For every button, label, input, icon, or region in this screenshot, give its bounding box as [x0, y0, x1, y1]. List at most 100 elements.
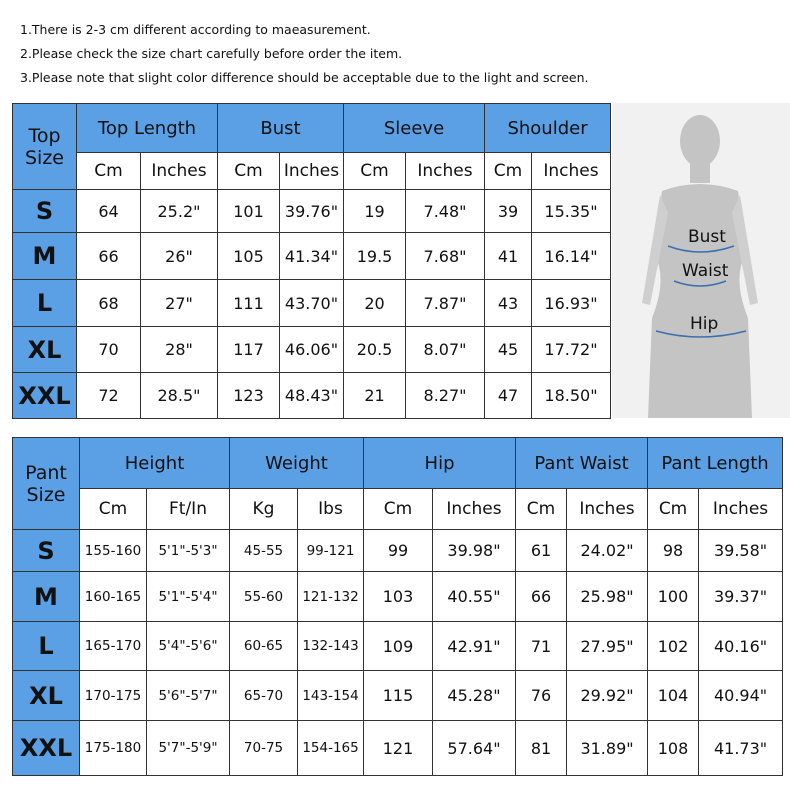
table-cell: 7.68" [405, 232, 486, 280]
group-hip: Hip [363, 437, 517, 489]
table-cell: 57.64" [432, 720, 517, 776]
table-cell: 108 [647, 720, 700, 776]
table-cell: 160-165 [79, 571, 147, 622]
table-cell: 154-165 [297, 720, 365, 776]
table-cell: 21 [343, 372, 407, 419]
subheader: Inches [278, 152, 345, 190]
table-cell: 170-175 [79, 670, 147, 721]
group-height: Height [78, 437, 231, 489]
table-cell: 45-55 [229, 529, 299, 572]
table-cell: 5'4"-5'6" [145, 621, 231, 671]
group-weight: Weight [229, 437, 365, 489]
table-cell: 39.76" [278, 189, 345, 233]
table-cell: 17.72" [531, 326, 612, 373]
table-cell: 143-154 [297, 670, 365, 721]
table-cell: 8.07" [405, 326, 486, 373]
table-cell: 39.37" [698, 571, 784, 622]
subheader: Cm [343, 152, 407, 190]
table-cell: 70-75 [229, 720, 299, 776]
table-cell: 39.98" [432, 529, 517, 572]
table-cell: 20 [343, 279, 407, 327]
table-row: L 165-170 5'4"-5'6" 60-65 132-143 109 42.91" 71… [12, 621, 784, 671]
subheader: Inches [531, 152, 612, 190]
subheader: Inches [140, 152, 218, 190]
table-cell: 61 [515, 529, 568, 572]
table-row: XL 170-175 5'6"-5'7" 65-70 143-154 115 45.28" 7… [12, 670, 784, 721]
group-bust: Bust [216, 103, 345, 153]
table-cell: 115 [363, 670, 434, 721]
table-cell: 19.5 [343, 232, 407, 280]
pant-size-table: Pant Size Height Weight Hip Pant Waist Pa… [12, 437, 784, 776]
subheader: Cm [79, 488, 147, 530]
group-shoulder: Shoulder [484, 103, 612, 153]
table-cell: 98 [647, 529, 700, 572]
note-1: 1.There is 2-3 cm different according to… [20, 22, 371, 37]
table-cell: 41.73" [698, 720, 784, 776]
table-cell: 28" [140, 326, 218, 373]
table-cell: 8.27" [405, 372, 486, 419]
table-row: L 68 27" 111 43.70" 20 7.87" 43 16.93" [12, 279, 612, 327]
subheader: Cm [76, 152, 141, 190]
table-row: XL 70 28" 117 46.06" 20.5 8.07" 45 17.72" [12, 326, 612, 373]
subheader: Cm [515, 488, 568, 530]
table-row: M 66 26" 105 41.34" 19.5 7.68" 41 16.14" [12, 232, 612, 280]
table-cell: 5'1"-5'3" [145, 529, 231, 572]
group-pant-length: Pant Length [647, 437, 784, 489]
table-cell: 26" [140, 232, 218, 280]
table-cell: 76 [515, 670, 568, 721]
table-cell: 25.2" [140, 189, 218, 233]
table-cell: 31.89" [566, 720, 649, 776]
note-2: 2.Please check the size chart carefully … [20, 46, 403, 61]
table-cell: 47 [484, 372, 533, 419]
table-cell: 25.98" [566, 571, 649, 622]
size-label: L [12, 279, 77, 327]
table-cell: 20.5 [343, 326, 407, 373]
table-cell: 40.94" [698, 670, 784, 721]
label-hip: Hip [690, 314, 719, 334]
table-row: S 64 25.2" 101 39.76" 19 7.48" 39 15.35" [12, 189, 612, 233]
table-row: S 155-160 5'1"-5'3" 45-55 99-121 99 39.98" 61 24… [12, 529, 784, 572]
subheader: Kg [229, 488, 299, 530]
table-cell: 121-132 [297, 571, 365, 622]
subheader: Cm [217, 152, 280, 190]
subheader: Inches [405, 152, 486, 190]
subheader: Ibs [297, 488, 365, 530]
table-cell: 102 [647, 621, 700, 671]
table-cell: 43 [484, 279, 533, 327]
label-bust: Bust [688, 227, 726, 247]
table-cell: 103 [363, 571, 434, 622]
table-cell: 7.87" [405, 279, 486, 327]
table-cell: 66 [515, 571, 568, 622]
size-label: S [12, 529, 80, 572]
table-cell: 16.93" [531, 279, 612, 327]
table-cell: 123 [217, 372, 280, 419]
table-cell: 45.28" [432, 670, 517, 721]
table-cell: 40.55" [432, 571, 517, 622]
table-row: XXL 72 28.5" 123 48.43" 21 8.27" 47 18.50" [12, 372, 612, 419]
top-size-header: Top Size [12, 103, 77, 190]
group-sleeve: Sleeve [343, 103, 486, 153]
table-cell: 24.02" [566, 529, 649, 572]
table-cell: 5'1"-5'4" [145, 571, 231, 622]
table-cell: 39.58" [698, 529, 784, 572]
subheader: Inches [698, 488, 784, 530]
table-cell: 60-65 [229, 621, 299, 671]
table-cell: 43.70" [278, 279, 345, 327]
subheader: Cm [647, 488, 700, 530]
table-cell: 165-170 [79, 621, 147, 671]
subheader: Ft/In [145, 488, 231, 530]
size-label: L [12, 621, 80, 671]
subheader: Inches [566, 488, 649, 530]
table-cell: 15.35" [531, 189, 612, 233]
table-cell: 105 [217, 232, 280, 280]
table-cell: 5'7"-5'9" [145, 720, 231, 776]
table-cell: 64 [76, 189, 141, 233]
table-cell: 55-60 [229, 571, 299, 622]
table-cell: 81 [515, 720, 568, 776]
size-label: S [12, 189, 77, 233]
table-cell: 101 [217, 189, 280, 233]
pant-size-header: Pant Size [12, 437, 80, 530]
size-label: M [12, 232, 77, 280]
notes: 1.There is 2-3 cm different according to… [20, 18, 589, 90]
table-row: XXL 175-180 5'7"-5'9" 70-75 154-165 121 57.64"… [12, 720, 784, 776]
